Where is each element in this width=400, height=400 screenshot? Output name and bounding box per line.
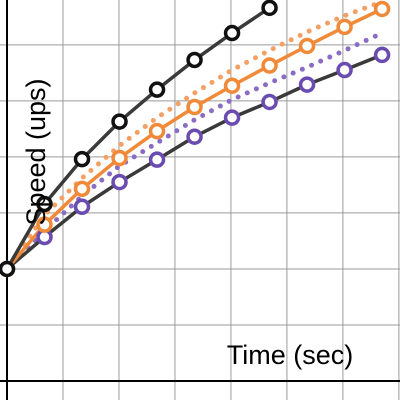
series-line bbox=[4, 0, 385, 272]
point bbox=[73, 150, 91, 168]
y-axis-label: Speed (ups) bbox=[21, 78, 51, 225]
point bbox=[111, 149, 128, 167]
point bbox=[298, 76, 316, 93]
point bbox=[261, 93, 278, 111]
point bbox=[223, 77, 241, 94]
series-line bbox=[4, 30, 385, 272]
x-axis-label: Time (sec) bbox=[227, 340, 354, 370]
point bbox=[186, 98, 203, 116]
point bbox=[148, 122, 166, 140]
point bbox=[298, 37, 316, 55]
point bbox=[373, 0, 391, 18]
point bbox=[186, 51, 203, 69]
point bbox=[111, 113, 128, 130]
point bbox=[73, 198, 91, 215]
point bbox=[261, 57, 278, 74]
point bbox=[148, 151, 166, 168]
point bbox=[223, 24, 241, 42]
point bbox=[186, 128, 203, 145]
point bbox=[261, 0, 278, 17]
point bbox=[73, 180, 91, 198]
point bbox=[223, 109, 241, 126]
point bbox=[111, 173, 128, 191]
point bbox=[148, 81, 166, 98]
point bbox=[336, 61, 353, 79]
point bbox=[36, 216, 53, 233]
point bbox=[0, 260, 16, 278]
point bbox=[36, 195, 53, 213]
point bbox=[336, 18, 353, 36]
point bbox=[373, 46, 391, 64]
